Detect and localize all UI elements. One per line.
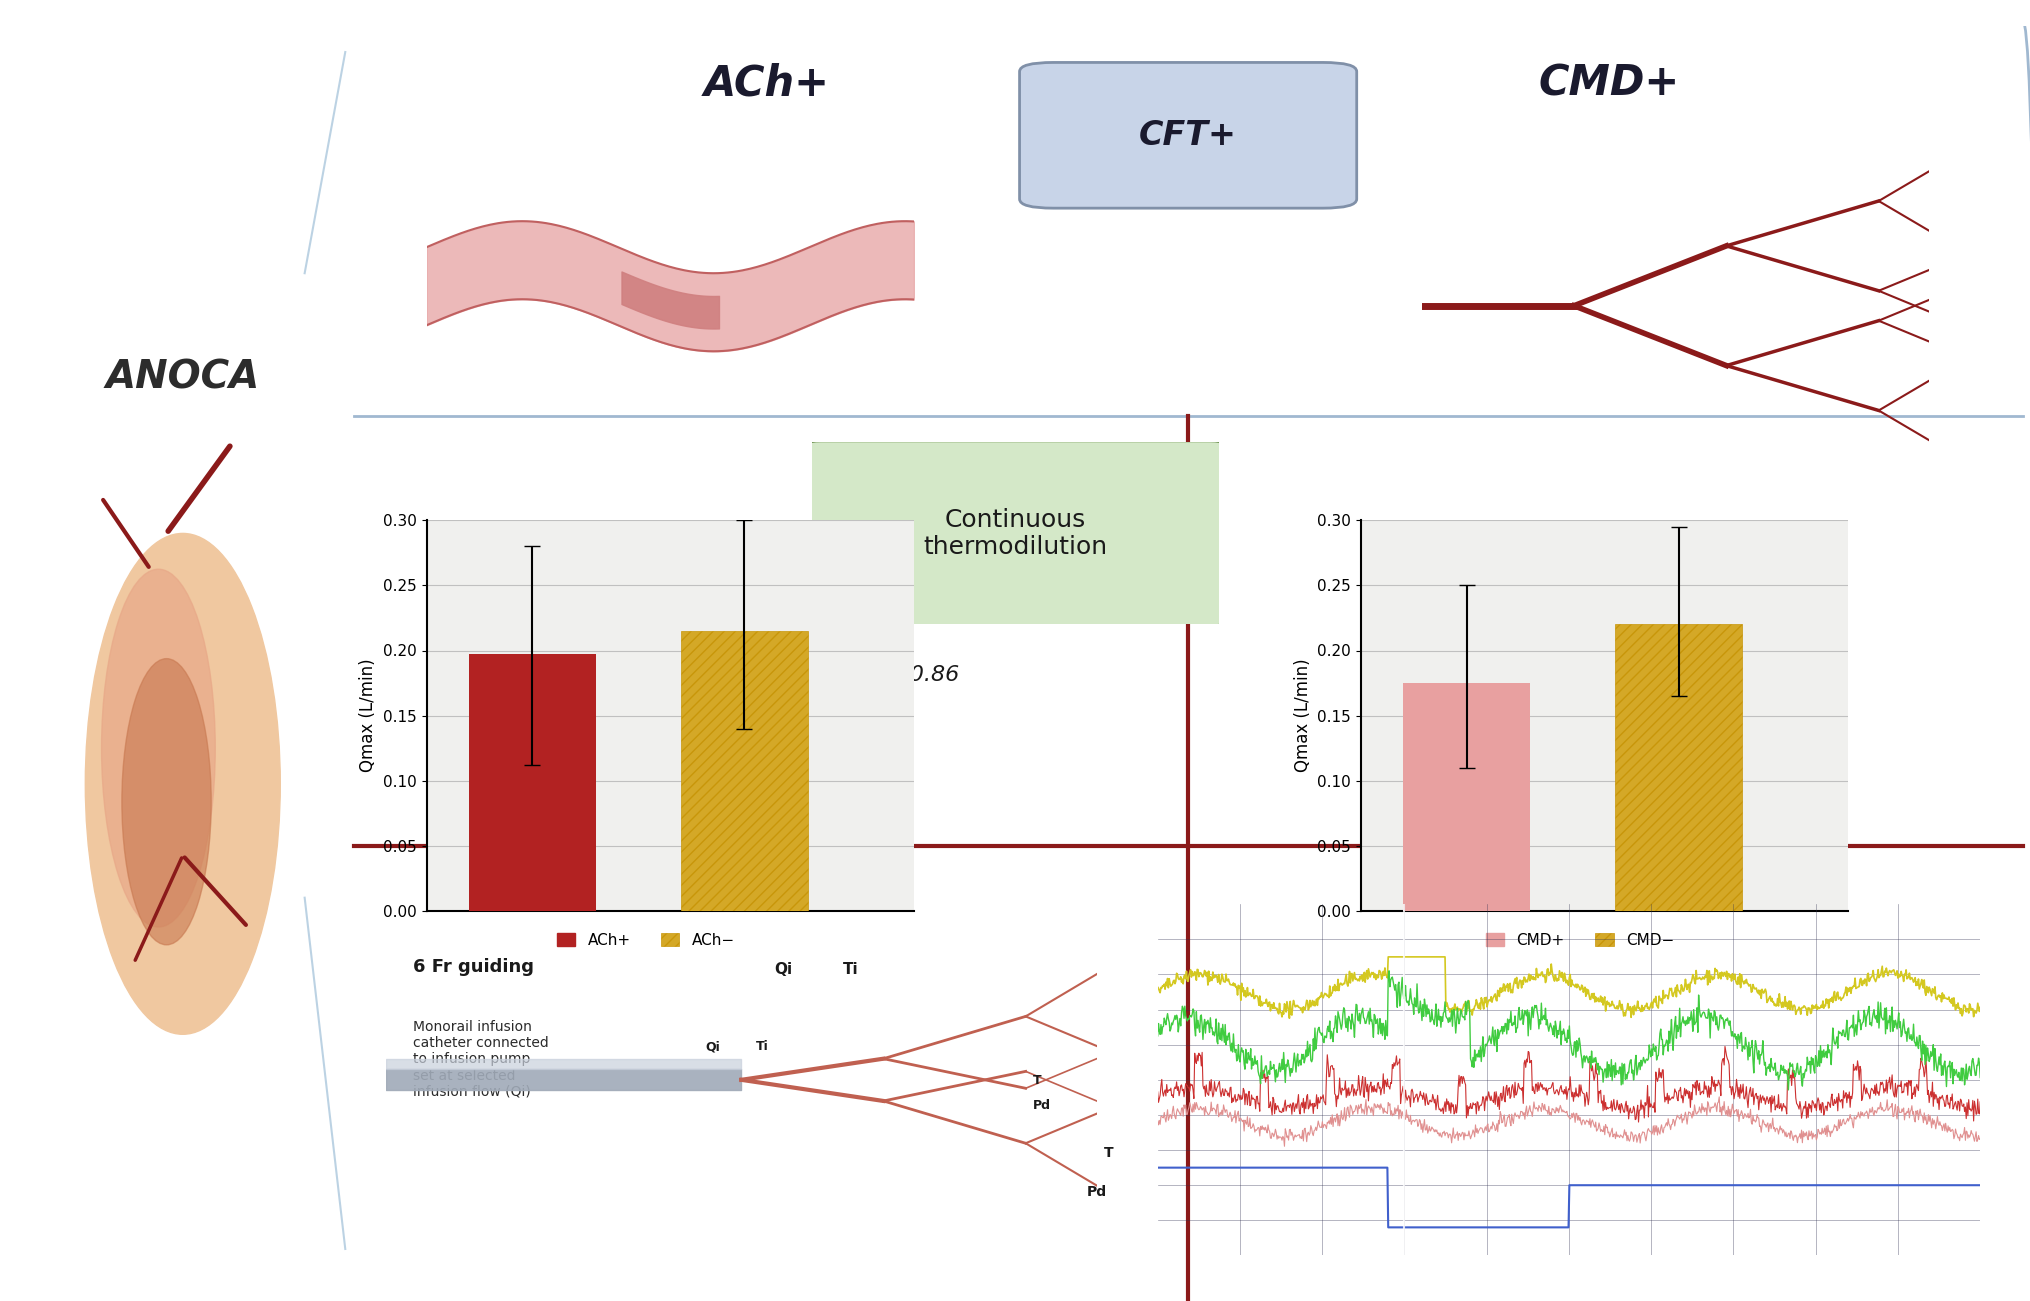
Text: Monorail infusion
catheter connected
to infusion pump
set at selected
infusion f: Monorail infusion catheter connected to … (412, 1020, 548, 1099)
Bar (680, 631, 808, 911)
Text: ACh+: ACh+ (702, 62, 830, 104)
FancyBboxPatch shape (1019, 62, 1356, 208)
Text: Ti: Ti (842, 961, 859, 977)
Y-axis label: Qmax (L/min): Qmax (L/min) (359, 658, 378, 773)
Text: ANOCA: ANOCA (106, 358, 260, 397)
Text: Qi: Qi (706, 1041, 721, 1054)
Ellipse shape (102, 569, 215, 926)
Text: CFT+: CFT+ (1139, 118, 1236, 152)
Text: T: T (1104, 1146, 1112, 1159)
Text: T: T (1033, 1075, 1041, 1088)
Text: Pd: Pd (1086, 1185, 1106, 1198)
Bar (469, 654, 595, 911)
Text: Qi: Qi (773, 961, 792, 977)
Text: Continuous
thermodilution: Continuous thermodilution (924, 507, 1106, 559)
Legend: ACh+, ACh−: ACh+, ACh− (550, 926, 741, 954)
Text: 6 Fr guiding: 6 Fr guiding (412, 958, 534, 976)
FancyArrowPatch shape (185, 857, 246, 925)
Y-axis label: Qmax (L/min): Qmax (L/min) (1293, 658, 1311, 773)
FancyArrowPatch shape (136, 857, 181, 960)
Bar (1403, 683, 1529, 911)
Ellipse shape (85, 533, 280, 1034)
Ellipse shape (122, 658, 211, 945)
FancyBboxPatch shape (800, 441, 1230, 626)
FancyArrowPatch shape (168, 446, 229, 531)
Text: p=0.86: p=0.86 (877, 665, 958, 684)
Text: p=0.04: p=0.04 (1719, 665, 1801, 684)
Text: Ti: Ti (755, 1041, 767, 1054)
Text: Pd: Pd (1033, 1099, 1050, 1112)
Legend: CMD+, CMD−: CMD+, CMD− (1480, 926, 1679, 954)
Bar (1614, 624, 1742, 911)
FancyArrowPatch shape (104, 500, 148, 567)
Text: CMD+: CMD+ (1539, 62, 1679, 104)
